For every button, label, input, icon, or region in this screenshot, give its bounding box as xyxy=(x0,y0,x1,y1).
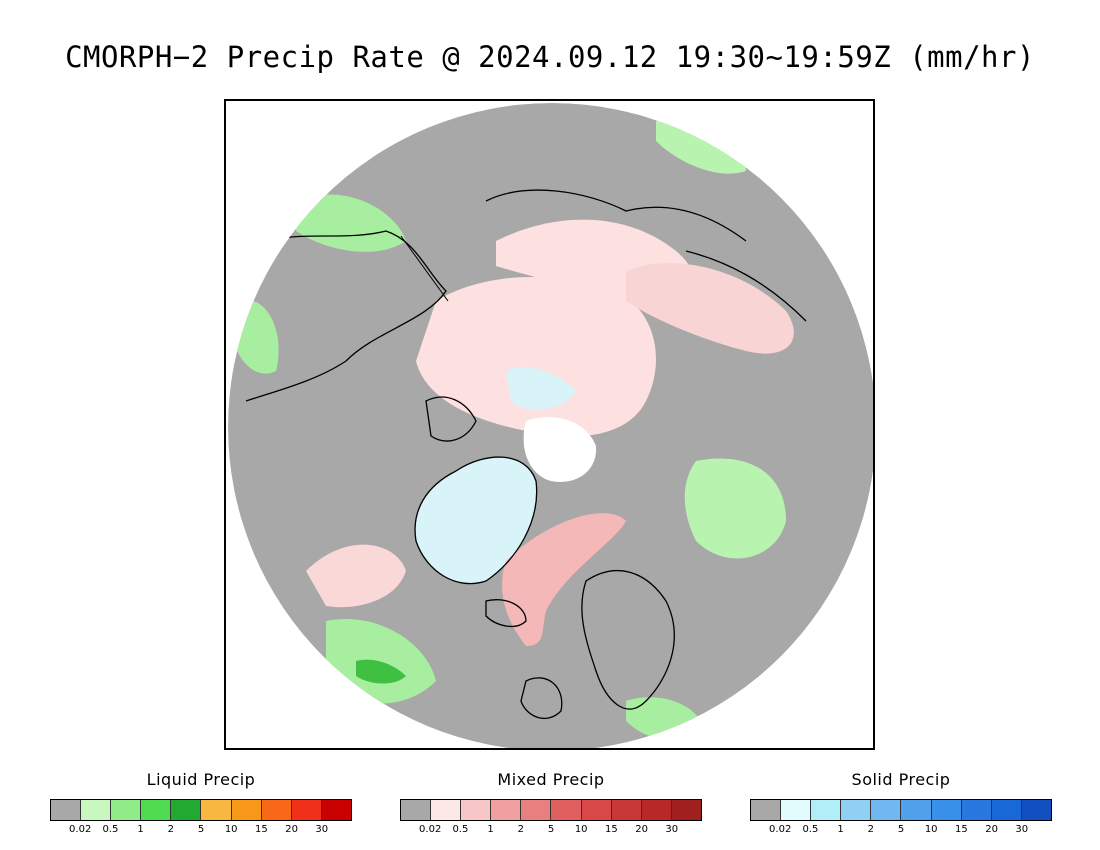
tick-label: 15 xyxy=(955,824,968,835)
legend-title: Liquid Precip xyxy=(146,770,256,789)
legend-solid: Solid Precip 0.02 0.5 1 2 5 10 15 20 30 xyxy=(750,770,1052,835)
legend-swatch xyxy=(751,800,782,820)
legend-swatch xyxy=(991,800,1022,820)
tick-label: 0.02 xyxy=(419,824,442,835)
legend-swatch xyxy=(51,800,82,820)
pole-no-data xyxy=(523,417,597,482)
tick-label: 30 xyxy=(665,824,679,835)
mixed-precip-region-east xyxy=(626,263,794,354)
legend-swatch xyxy=(461,800,492,820)
liquid-precip-patch-atlantic xyxy=(326,619,436,704)
tick-label: 2 xyxy=(867,824,874,835)
polar-precip-map xyxy=(224,99,875,750)
tick-label: 30 xyxy=(1015,824,1029,835)
legend-swatch xyxy=(1021,800,1051,820)
legend-swatch xyxy=(551,800,582,820)
legend-swatch xyxy=(201,800,232,820)
legend-swatch xyxy=(81,800,112,820)
mixed-precip-region-arctic xyxy=(416,277,656,437)
legend-swatch xyxy=(961,800,992,820)
legend-swatch xyxy=(401,800,432,820)
tick-label: 1 xyxy=(487,824,494,835)
border-line xyxy=(400,235,449,302)
legend-swatch xyxy=(231,800,262,820)
tick-label: 5 xyxy=(197,824,205,835)
color-bar xyxy=(50,799,352,821)
tick-label: 10 xyxy=(224,824,238,835)
legend-liquid: Liquid Precip 0.02 0.5 1 2 5 10 15 20 30 xyxy=(50,770,352,835)
legend-swatch xyxy=(641,800,672,820)
legend-swatch xyxy=(171,800,202,820)
legend-swatch xyxy=(431,800,462,820)
solid-precip-region-pole xyxy=(506,367,576,410)
legend-swatch xyxy=(931,800,962,820)
tick-labels: 0.02 0.5 1 2 5 10 15 20 30 xyxy=(400,821,702,835)
tick-label: 15 xyxy=(605,824,618,835)
mixed-precip-band-atlantic xyxy=(502,513,626,646)
liquid-precip-patch-alaska xyxy=(296,194,406,252)
tick-label: 1 xyxy=(137,824,144,835)
legend-swatch xyxy=(811,800,842,820)
tick-label: 0.5 xyxy=(452,824,469,835)
tick-label: 10 xyxy=(574,824,588,835)
coastlines xyxy=(245,189,807,720)
legend-swatch xyxy=(581,800,612,820)
tick-label: 15 xyxy=(255,824,268,835)
tick-label: 2 xyxy=(167,824,174,835)
tick-label: 0.02 xyxy=(69,824,92,835)
mixed-precip-region-labrador xyxy=(306,544,406,608)
tick-label: 0.5 xyxy=(102,824,119,835)
liquid-precip-patch-kamchatka xyxy=(656,119,746,174)
legend-swatch xyxy=(521,800,552,820)
tick-labels: 0.02 0.5 1 2 5 10 15 20 30 xyxy=(750,821,1052,835)
tick-label: 1 xyxy=(837,824,844,835)
tick-label: 5 xyxy=(547,824,555,835)
solid-precip-region-greenland xyxy=(415,457,537,584)
tick-label: 20 xyxy=(635,824,648,835)
legend-title: Solid Precip xyxy=(851,770,951,789)
color-bar xyxy=(400,799,702,821)
liquid-precip-patch-siberia xyxy=(684,458,786,559)
legend-mixed: Mixed Precip 0.02 0.5 1 2 5 10 15 20 30 xyxy=(400,770,702,835)
tick-label: 30 xyxy=(315,824,329,835)
legend-swatch xyxy=(141,800,172,820)
legend-swatch xyxy=(321,800,351,820)
color-bar xyxy=(750,799,1052,821)
legend-swatch xyxy=(261,800,292,820)
page-title: CMORPH−2 Precip Rate @ 2024.09.12 19:30~… xyxy=(65,40,1035,74)
legend-swatch xyxy=(841,800,872,820)
legend-swatch xyxy=(111,800,142,820)
tick-label: 20 xyxy=(285,824,298,835)
legend-swatch xyxy=(871,800,902,820)
tick-label: 2 xyxy=(517,824,524,835)
legend-swatch xyxy=(491,800,522,820)
legend-swatch xyxy=(611,800,642,820)
tick-label: 0.02 xyxy=(769,824,792,835)
legend-swatch xyxy=(291,800,322,820)
legend-swatch xyxy=(781,800,812,820)
legend-swatch xyxy=(901,800,932,820)
legend-title: Mixed Precip xyxy=(497,770,605,789)
tick-label: 20 xyxy=(985,824,998,835)
liquid-precip-core xyxy=(356,659,406,684)
tick-label: 0.5 xyxy=(802,824,819,835)
legend-swatch xyxy=(671,800,701,820)
map-canvas xyxy=(226,101,873,748)
tick-labels: 0.02 0.5 1 2 5 10 15 20 30 xyxy=(50,821,352,835)
tick-label: 10 xyxy=(924,824,938,835)
tick-label: 5 xyxy=(897,824,905,835)
